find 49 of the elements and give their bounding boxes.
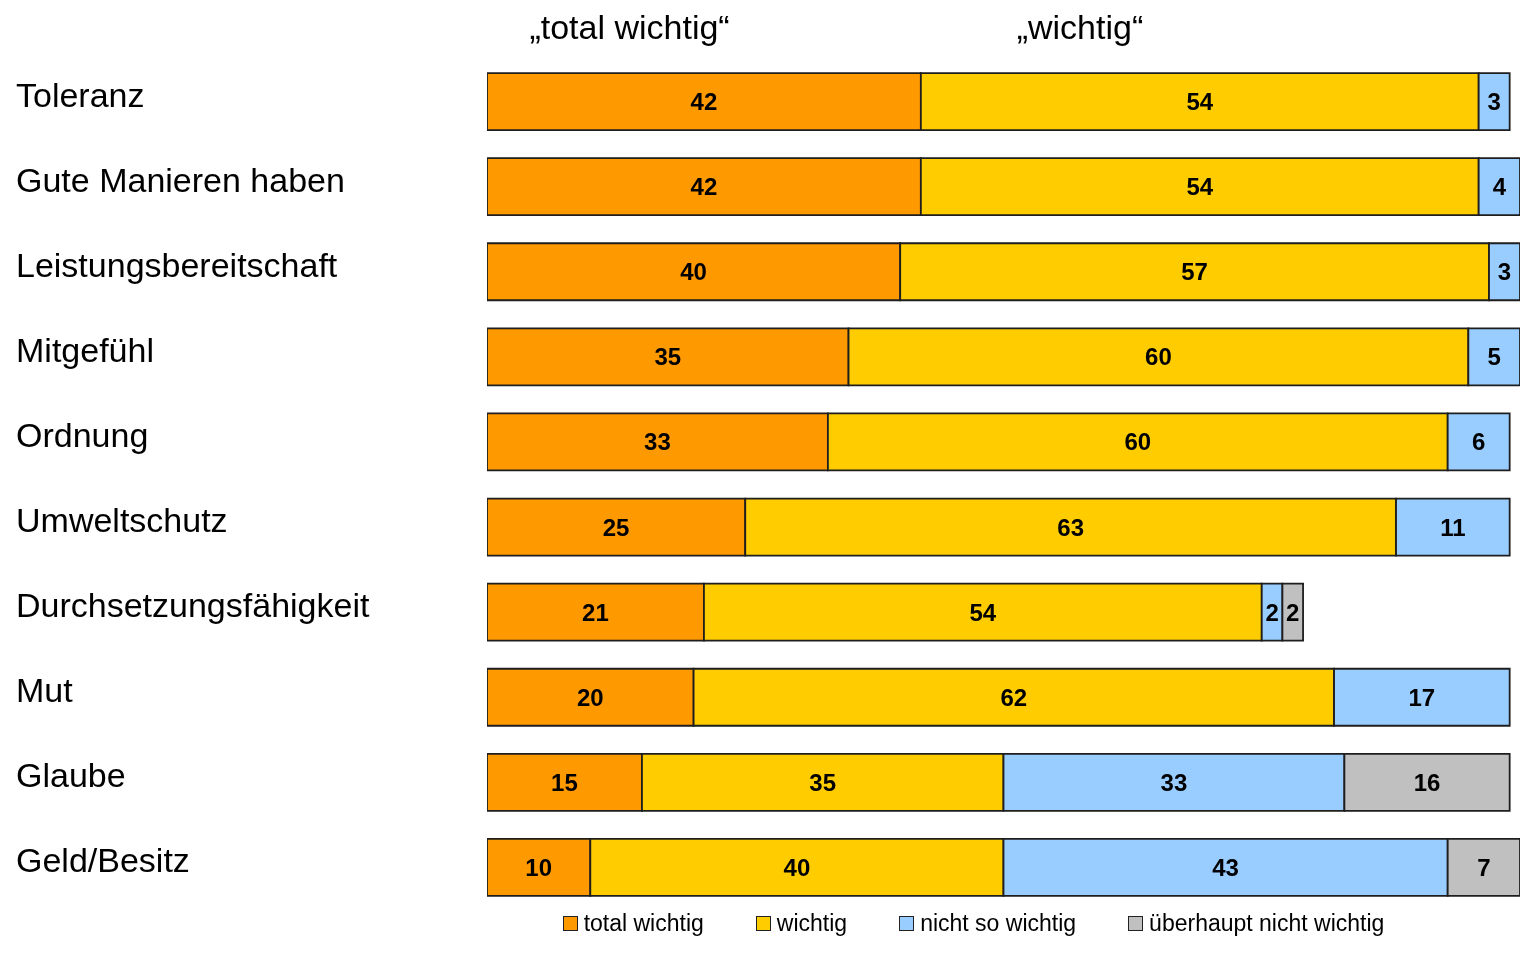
data-label: 6 — [1472, 428, 1486, 456]
y-tick-label: Mitgefühl — [16, 330, 154, 369]
data-label: 10 — [525, 853, 552, 881]
y-tick-label: Glaube — [16, 756, 126, 795]
legend-label: nicht so wichtig — [920, 910, 1077, 936]
y-tick-label: Toleranz — [16, 75, 145, 114]
y-tick-label: Durchsetzungsfähigkeit — [16, 586, 370, 625]
legend-label: wichtig — [776, 910, 848, 936]
data-label: 33 — [1160, 768, 1188, 796]
data-label: 54 — [969, 598, 997, 626]
data-label: 35 — [654, 343, 682, 371]
data-label: 62 — [1000, 683, 1028, 711]
data-label: 7 — [1477, 853, 1491, 881]
data-label: 15 — [551, 768, 578, 796]
data-label: 4 — [1492, 173, 1507, 201]
data-label: 54 — [1186, 173, 1214, 201]
data-label: 16 — [1413, 768, 1441, 796]
data-label: 11 — [1440, 513, 1466, 541]
data-label: 21 — [582, 598, 609, 626]
data-label: 57 — [1181, 258, 1208, 286]
y-tick-label: Gute Manieren haben — [16, 160, 345, 199]
data-label: 5 — [1487, 343, 1501, 371]
y-tick-label: Geld/Besitz — [16, 841, 190, 880]
data-label: 60 — [1145, 343, 1172, 371]
data-label: 43 — [1212, 853, 1239, 881]
data-label: 33 — [644, 428, 671, 456]
data-label: 40 — [783, 853, 811, 881]
data-label: 35 — [809, 768, 837, 796]
y-tick-label: Ordnung — [16, 415, 149, 454]
data-label: 3 — [1487, 88, 1501, 116]
annotation: „wichtig“ — [1016, 8, 1144, 46]
data-label: 17 — [1408, 683, 1436, 711]
data-label: 2 — [1265, 598, 1279, 626]
data-label: 63 — [1057, 513, 1084, 541]
data-label: 54 — [1186, 88, 1214, 116]
data-label: 3 — [1497, 258, 1512, 286]
annotation: „total wichtig“ — [529, 8, 730, 46]
data-label: 2 — [1286, 598, 1300, 626]
data-label: 42 — [690, 88, 718, 116]
data-label: 42 — [690, 173, 718, 201]
data-label: 20 — [576, 683, 604, 711]
y-tick-label: Leistungsbereitschaft — [16, 245, 338, 284]
y-tick-label: Mut — [16, 671, 74, 710]
legend-label: total wichtig — [583, 910, 704, 936]
data-label: 60 — [1124, 428, 1152, 456]
data-label: 40 — [680, 258, 707, 286]
y-tick-label: Umweltschutz — [16, 501, 228, 540]
legend-label: überhaupt nicht wichtig — [1149, 910, 1385, 936]
data-label: 25 — [602, 513, 630, 541]
